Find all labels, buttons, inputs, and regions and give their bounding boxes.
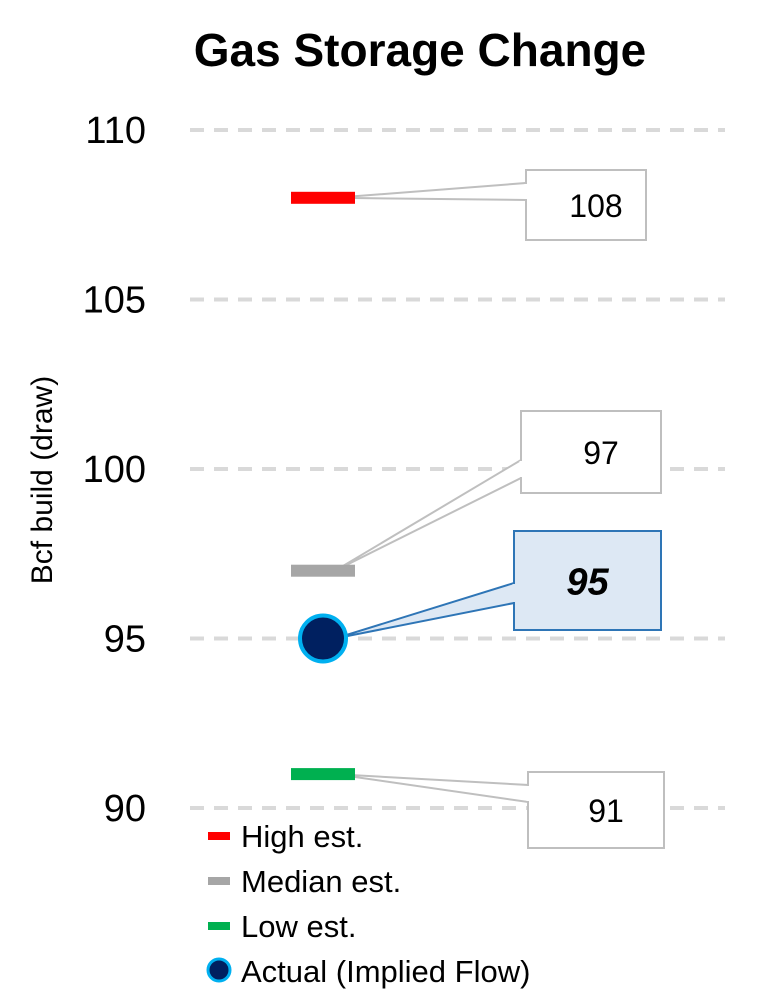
legend-swatch <box>208 922 230 930</box>
legend-swatch <box>206 957 232 983</box>
data-label: 97 <box>583 435 619 471</box>
callout-box <box>525 169 647 241</box>
legend-swatch <box>208 877 230 885</box>
legend-swatch <box>208 832 230 840</box>
data-label: 108 <box>569 188 622 224</box>
actual-marker <box>298 613 348 664</box>
y-axis-label: Bcf build (draw) <box>26 376 59 584</box>
legend: High est. Median est. Low est. Actual (Impl… <box>206 819 530 989</box>
y-tick-label: 105 <box>83 280 146 322</box>
callout-leader <box>334 773 529 804</box>
chart-title: Gas Storage Change <box>194 24 646 76</box>
y-tick-labels: 90 95 100 105 110 <box>83 110 146 830</box>
estimate-marker <box>291 768 355 781</box>
callout-leader <box>334 181 527 202</box>
legend-label: Low est. <box>241 909 356 944</box>
callout-box <box>513 530 662 631</box>
data-callouts: 108 97 91 95 <box>334 169 665 849</box>
callout-leader <box>334 581 515 640</box>
estimate-marker <box>291 564 355 577</box>
y-tick-label: 100 <box>83 449 146 491</box>
estimate-marker <box>291 191 355 204</box>
y-tick-label: 90 <box>104 788 146 830</box>
callout-box <box>527 771 665 849</box>
data-label: 95 <box>566 562 609 604</box>
y-tick-label: 95 <box>104 619 146 661</box>
legend-label: Median est. <box>241 864 401 899</box>
data-marks <box>291 191 355 781</box>
legend-label: Actual (Implied Flow) <box>241 954 530 989</box>
y-tick-label: 110 <box>85 110 146 152</box>
callout-leader <box>334 458 522 572</box>
data-label: 91 <box>588 793 624 829</box>
legend-label: High est. <box>241 819 363 854</box>
callout-box <box>520 410 662 494</box>
